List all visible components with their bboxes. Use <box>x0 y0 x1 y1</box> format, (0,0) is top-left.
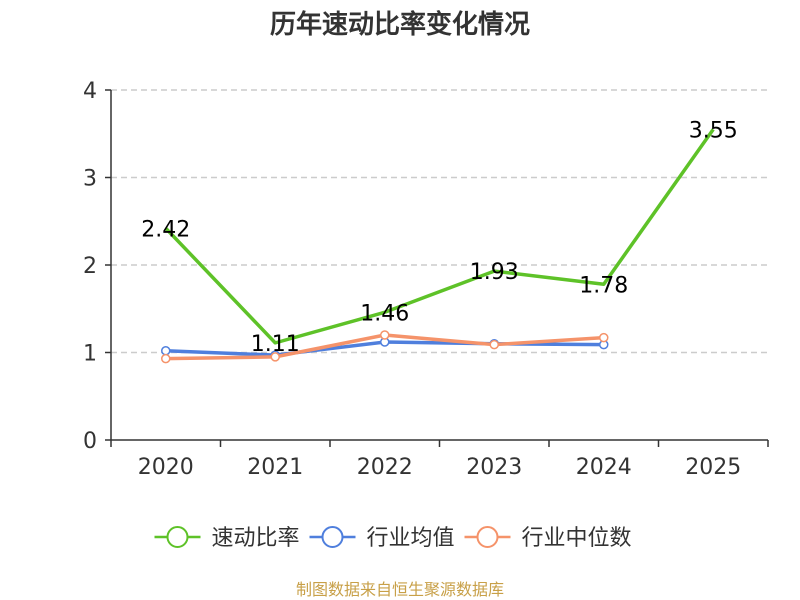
data-point-series-2 <box>161 346 171 356</box>
label-layer: 2.42 1.11 1.46 1.93 1.78 3.55 <box>141 118 737 357</box>
data-label: 1.78 <box>579 273 628 298</box>
legend: 速动比率 行业均值 行业中位数 <box>154 526 632 551</box>
legend-item-1: 速动比率 <box>154 526 300 551</box>
data-point-series-3 <box>161 353 171 364</box>
x-tick-label: 2025 <box>685 455 741 480</box>
legend-label: 速动比率 <box>212 526 300 551</box>
x-tick-label: 2022 <box>357 455 413 480</box>
legend-item-2: 行业均值 <box>309 526 455 551</box>
legend-circle-icon <box>476 526 499 548</box>
data-label: 3.55 <box>689 118 738 143</box>
data-label: 1.11 <box>251 332 300 357</box>
series-line-1 <box>164 128 715 345</box>
data-label: 1.46 <box>360 301 409 326</box>
data-point-series-3 <box>270 352 280 362</box>
x-tick-label: 2021 <box>247 455 303 480</box>
chart-title: 历年速动比率变化情况 <box>270 9 530 40</box>
data-point-series-3 <box>599 332 609 343</box>
data-label: 2.42 <box>141 217 190 242</box>
y-tick-label: 2 <box>83 254 97 279</box>
x-tick-label: 2023 <box>466 455 522 480</box>
legend-label: 行业均值 <box>367 526 455 551</box>
legend-label: 行业中位数 <box>522 526 632 551</box>
legend-circle-icon <box>166 526 189 548</box>
source-note: 制图数据来自恒生聚源数据库 <box>296 580 504 599</box>
series-layer <box>161 128 715 364</box>
legend-item-3: 行业中位数 <box>464 526 632 551</box>
y-tick-label: 3 <box>83 167 97 192</box>
axis-layer: 0 1 2 3 4 2020 2021 2022 2023 2024 2025 <box>83 79 769 480</box>
y-tick-label: 0 <box>83 429 97 454</box>
data-label: 1.93 <box>470 260 519 285</box>
y-tick-label: 1 <box>83 342 97 367</box>
data-point-series-3 <box>380 330 390 340</box>
data-point-series-3 <box>489 339 499 350</box>
x-tick-label: 2020 <box>138 455 194 480</box>
x-tick-label: 2024 <box>576 455 632 480</box>
legend-circle-icon <box>321 526 344 548</box>
y-tick-label: 4 <box>83 79 97 104</box>
grid-layer <box>111 89 768 354</box>
